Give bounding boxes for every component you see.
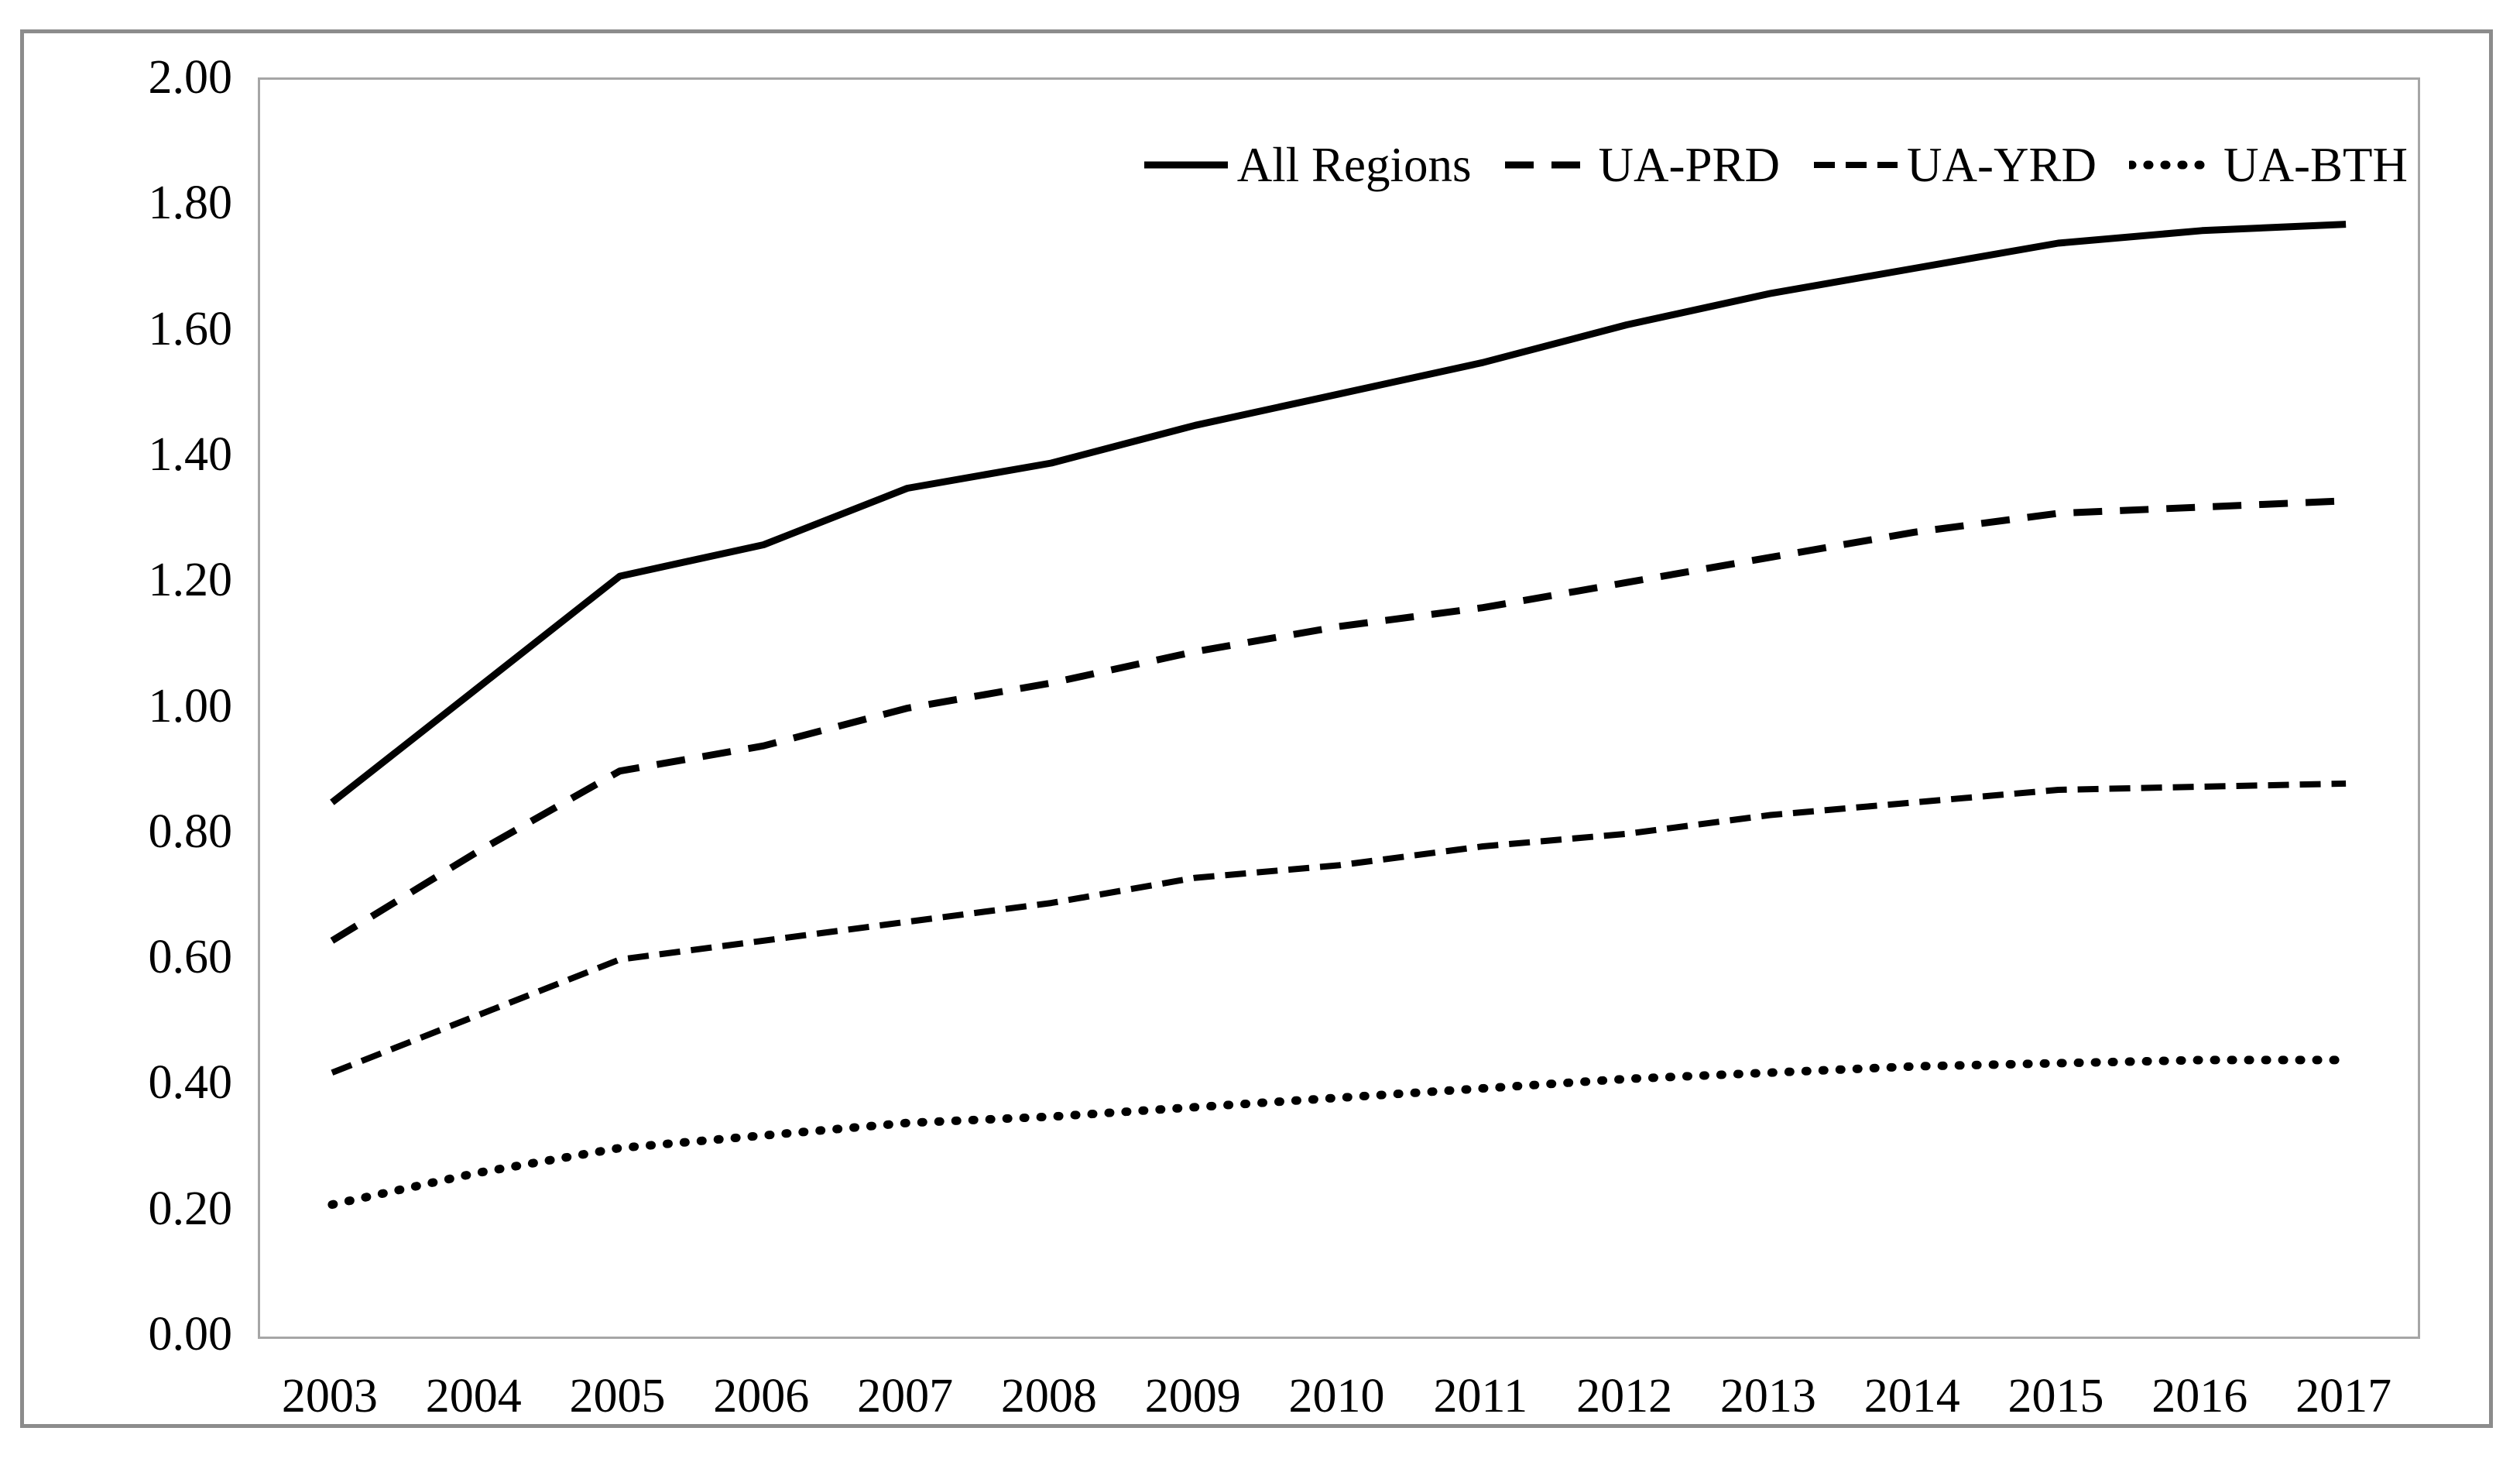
legend-label: UA-YRD xyxy=(1907,138,2097,192)
legend-line-sample-long-dash xyxy=(1505,161,1589,169)
series-line-all-regions xyxy=(330,221,2347,805)
legend-line-sample-dotted xyxy=(2129,160,2217,170)
x-tick-label: 2012 xyxy=(1576,1370,1673,1423)
y-tick-label: 0.20 xyxy=(148,1182,233,1235)
x-tick-label: 2011 xyxy=(1433,1370,1528,1423)
x-tick-label: 2017 xyxy=(2295,1370,2392,1423)
y-tick-label: 1.80 xyxy=(148,177,233,230)
legend-label: UA-BTH xyxy=(2223,138,2408,192)
plot-area xyxy=(258,77,2420,1339)
x-tick-label: 2016 xyxy=(2151,1370,2248,1423)
x-tick-label: 2014 xyxy=(1863,1370,1960,1423)
legend-line-sample-short-dash xyxy=(1814,162,1898,168)
series-line-ua-bth xyxy=(327,1055,2350,1210)
legend-item-ua-prd: UA-PRD xyxy=(1503,138,1780,192)
x-tick-label: 2010 xyxy=(1288,1370,1385,1423)
legend-label: All Regions xyxy=(1236,138,1472,192)
x-tick-label: 2003 xyxy=(281,1370,378,1423)
y-tick-label: 0.40 xyxy=(148,1056,233,1110)
x-tick-label: 2013 xyxy=(1719,1370,1816,1423)
series-line-ua-yrd xyxy=(331,780,2347,1076)
y-tick-label: 2.00 xyxy=(148,51,233,104)
legend-item-all-regions: All Regions xyxy=(1143,138,1472,192)
x-tick-label: 2005 xyxy=(569,1370,666,1423)
legend-item-ua-bth: UA-BTH xyxy=(2129,138,2408,192)
data-lines-canvas xyxy=(327,221,2350,1210)
chart-legend: All Regions UA-PRD UA-YRD UA-BTH xyxy=(1143,138,2408,192)
x-tick-label: 2004 xyxy=(425,1370,522,1423)
figure-outer-border xyxy=(20,29,2493,1428)
y-tick-label: 1.60 xyxy=(148,302,233,355)
y-tick-label: 1.00 xyxy=(148,679,233,733)
x-tick-label: 2009 xyxy=(1144,1370,1241,1423)
series-line-ua-prd xyxy=(330,497,2347,944)
x-tick-label: 2015 xyxy=(2007,1370,2104,1423)
x-tick-label: 2007 xyxy=(857,1370,954,1423)
y-tick-label: 1.20 xyxy=(148,554,233,607)
legend-line-sample-solid xyxy=(1143,161,1228,169)
y-tick-label: 0.00 xyxy=(148,1308,233,1361)
y-tick-label: 0.60 xyxy=(148,931,233,984)
x-tick-label: 2008 xyxy=(1000,1370,1097,1423)
x-tick-label: 2006 xyxy=(713,1370,810,1423)
y-tick-label: 0.80 xyxy=(148,805,233,858)
legend-item-ua-yrd: UA-YRD xyxy=(1812,138,2097,192)
legend-label: UA-PRD xyxy=(1598,138,1781,192)
y-tick-label: 1.40 xyxy=(148,427,233,481)
